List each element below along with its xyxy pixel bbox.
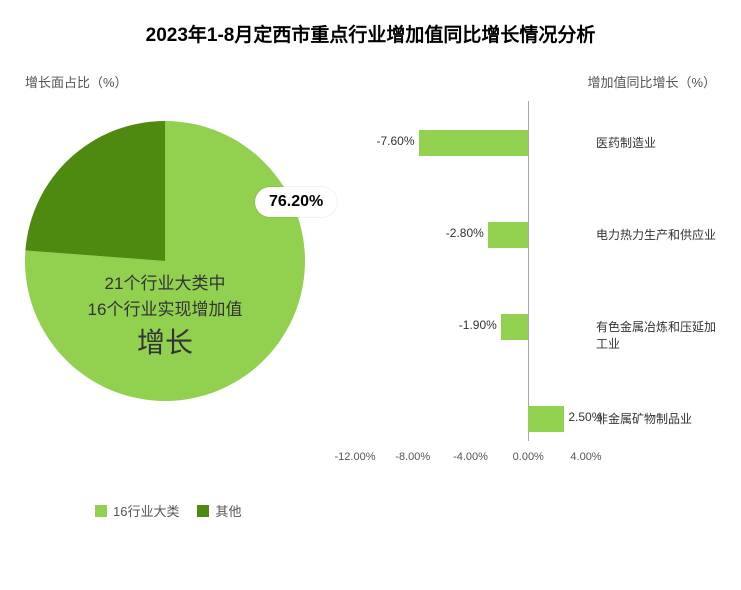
pie-subtitle: 增长面占比（%） <box>25 72 128 91</box>
bar-category-label: 电力热力生产和供应业 <box>596 226 726 243</box>
bar-value-label: -1.90% <box>459 318 497 332</box>
chart-container: 2023年1-8月定西市重点行业增加值同比增长情况分析 增长面占比（%） 增加值… <box>0 0 741 590</box>
bar-category-label: 医药制造业 <box>596 134 726 151</box>
x-axis: -12.00%-8.00%-4.00%0.00%4.00% <box>355 441 586 481</box>
x-tick-label: -8.00% <box>395 451 430 463</box>
legend-swatch-1 <box>197 505 209 517</box>
bar-rect <box>528 406 564 432</box>
subtitle-row: 增长面占比（%） 增加值同比增长（%） <box>25 72 716 91</box>
legend-item-1: 其他 <box>197 501 241 520</box>
bar-row: -2.80%电力热力生产和供应业 <box>355 220 586 250</box>
content-area: 76.20% 21个行业大类中 16个行业实现增加值 增长 -7.60%医药制造… <box>25 101 716 481</box>
bar-subtitle: 增加值同比增长（%） <box>587 72 716 91</box>
bar-rect <box>488 222 528 248</box>
pie-slice-other <box>25 121 165 261</box>
bar-row: -7.60%医药制造业 <box>355 128 586 158</box>
pie-callout: 76.20% <box>255 187 337 217</box>
legend: 16行业大类 其他 <box>25 501 716 520</box>
x-tick-label: -4.00% <box>453 451 488 463</box>
x-tick-label: 0.00% <box>513 451 544 463</box>
pie-panel: 76.20% 21个行业大类中 16个行业实现增加值 增长 <box>25 101 335 481</box>
legend-item-0: 16行业大类 <box>95 501 179 520</box>
x-tick-label: 4.00% <box>570 451 601 463</box>
legend-label-1: 其他 <box>215 501 241 520</box>
bar-category-label: 有色金属冶炼和压延加工业 <box>596 318 726 352</box>
bar-rect <box>419 130 529 156</box>
pie-center-text: 21个行业大类中 16个行业实现增加值 增长 <box>25 271 305 364</box>
bar-rect <box>501 314 528 340</box>
x-tick-label: -12.00% <box>335 451 376 463</box>
bar-value-label: -7.60% <box>377 134 415 148</box>
bar-value-label: -2.80% <box>446 226 484 240</box>
bar-row: 2.50%非金属矿物制品业 <box>355 404 586 434</box>
chart-title: 2023年1-8月定西市重点行业增加值同比增长情况分析 <box>25 20 716 47</box>
bar-row: -1.90%有色金属冶炼和压延加工业 <box>355 312 586 342</box>
pie-center-big: 增长 <box>25 322 305 364</box>
legend-swatch-0 <box>95 505 107 517</box>
bar-category-label: 非金属矿物制品业 <box>596 410 726 427</box>
pie-center-line2: 16个行业实现增加值 <box>88 300 243 319</box>
pie-center-line1: 21个行业大类中 <box>105 274 226 293</box>
bar-panel: -7.60%医药制造业 -2.80%电力热力生产和供应业 -1.90%有色金属冶炼和… <box>355 101 716 481</box>
legend-label-0: 16行业大类 <box>113 501 179 520</box>
bars-area: -7.60%医药制造业 -2.80%电力热力生产和供应业 -1.90%有色金属冶炼和… <box>355 101 586 441</box>
